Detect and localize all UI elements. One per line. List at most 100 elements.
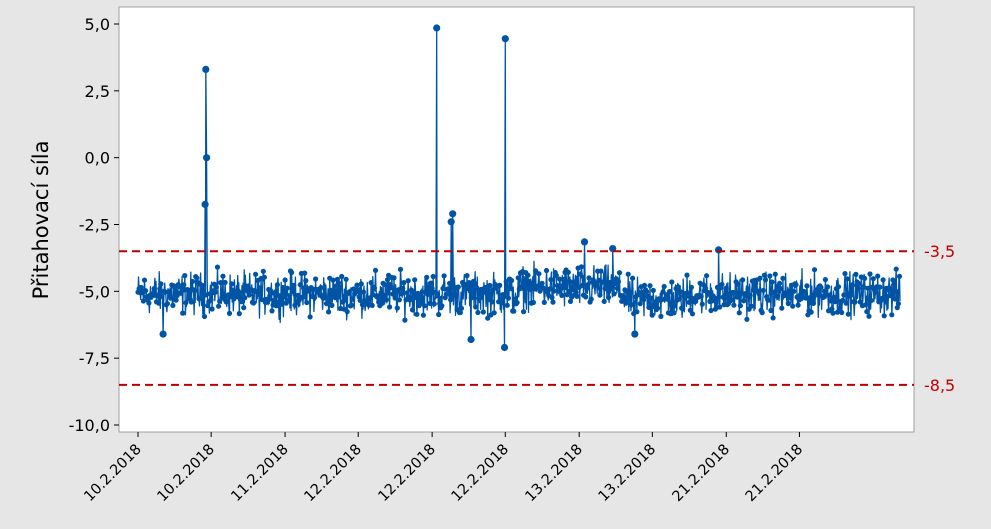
data-point [889, 312, 895, 318]
data-point [539, 280, 545, 286]
data-point [646, 304, 652, 310]
data-point [875, 273, 881, 279]
data-point [189, 278, 196, 285]
data-point [447, 280, 453, 286]
data-point [828, 298, 834, 304]
data-point [658, 313, 664, 319]
x-tick-label: 13.2.2018 [523, 442, 586, 505]
data-point [606, 294, 612, 300]
x-tick-label: 12.2.2018 [449, 442, 512, 505]
spike-point [449, 210, 457, 218]
data-point [218, 280, 224, 286]
data-point [383, 297, 389, 303]
data-point [220, 273, 226, 279]
data-point [487, 282, 493, 289]
data-point [397, 266, 404, 272]
data-point [297, 282, 303, 288]
data-point [832, 299, 838, 305]
data-point [482, 284, 489, 291]
data-point [579, 282, 586, 288]
data-point [170, 302, 176, 308]
data-point [641, 282, 648, 288]
data-point [379, 300, 385, 306]
data-point [424, 274, 430, 280]
data-point [324, 295, 331, 302]
y-tick-label: 0,0 [85, 149, 110, 168]
data-point [740, 277, 746, 283]
data-point [421, 303, 428, 309]
data-point [892, 296, 898, 302]
data-point [484, 290, 490, 296]
data-point [717, 304, 723, 310]
data-point [802, 289, 808, 295]
data-point [508, 286, 514, 292]
data-point [894, 305, 900, 311]
data-point [852, 299, 858, 305]
data-point [860, 284, 867, 290]
data-point [490, 287, 496, 293]
data-point [271, 290, 277, 296]
data-point [785, 300, 791, 307]
data-point [607, 279, 613, 286]
data-point [346, 289, 352, 295]
reference-lines: -3,5 -8,5 [119, 242, 955, 395]
x-tick-label: 11.2.2018 [228, 442, 291, 505]
data-point [468, 295, 474, 301]
data-point [830, 310, 836, 316]
data-point [357, 297, 363, 303]
data-point [664, 296, 671, 302]
data-point [509, 277, 515, 284]
data-point [877, 284, 883, 290]
data-point [274, 282, 280, 288]
data-point [291, 282, 297, 288]
data-point [795, 302, 801, 308]
data-point [313, 276, 319, 282]
data-point [400, 285, 406, 291]
data-point [525, 272, 531, 278]
data-point [675, 284, 681, 290]
data-point [650, 287, 656, 293]
data-point [688, 284, 695, 290]
data-point [332, 295, 338, 301]
data-point [554, 283, 561, 289]
data-point [504, 302, 510, 308]
data-point [522, 287, 528, 293]
data-point [241, 305, 247, 311]
data-point [395, 287, 401, 293]
data-point [731, 302, 737, 308]
data-point [543, 267, 550, 274]
data-point [881, 313, 887, 319]
data-point [223, 299, 229, 305]
data-point [748, 303, 754, 309]
x-tick-label: 21.2.2018 [743, 442, 806, 505]
data-point [557, 276, 563, 282]
data-point [703, 285, 709, 291]
data-point [766, 297, 772, 303]
data-point [226, 310, 233, 316]
y-tick-label: -5,0 [79, 282, 110, 301]
data-point [426, 289, 432, 295]
data-point [759, 310, 765, 316]
data-point [762, 277, 769, 283]
data-point [289, 269, 295, 276]
data-point [260, 268, 266, 274]
data-point [343, 276, 349, 282]
spike-point [201, 200, 209, 208]
data-point [307, 314, 313, 320]
x-tick-label: 21.2.2018 [670, 442, 733, 505]
data-point [834, 309, 841, 315]
data-point [547, 286, 553, 292]
data-point [777, 280, 783, 286]
data-point [443, 291, 449, 297]
data-point [669, 279, 675, 285]
data-point [269, 308, 275, 314]
data-point [825, 284, 831, 290]
data-point [440, 285, 446, 292]
data-point [747, 292, 753, 299]
data-point [879, 295, 885, 302]
data-point [831, 294, 837, 300]
data-point [250, 300, 257, 306]
data-point [515, 275, 521, 281]
data-point [355, 287, 361, 293]
data-point [177, 290, 184, 296]
